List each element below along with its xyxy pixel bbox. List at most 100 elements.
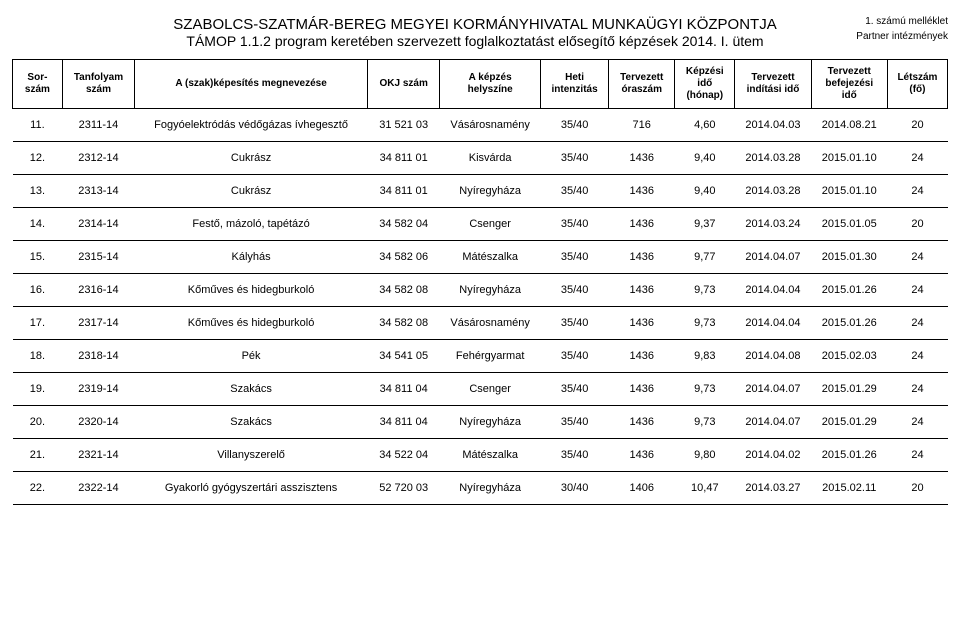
table-cell: 2014.03.28 (735, 175, 811, 208)
table-cell: 1436 (609, 175, 675, 208)
table-cell: Villanyszerelő (135, 439, 368, 472)
table-cell: 31 521 03 (368, 109, 440, 142)
table-cell: 9,73 (675, 373, 735, 406)
table-cell: 34 582 08 (368, 274, 440, 307)
table-cell: 21. (13, 439, 63, 472)
table-cell: 34 522 04 (368, 439, 440, 472)
table-cell: 2312-14 (62, 142, 134, 175)
table-cell: 4,60 (675, 109, 735, 142)
table-cell: Cukrász (135, 142, 368, 175)
table-cell: Csenger (440, 208, 541, 241)
table-cell: 35/40 (541, 307, 609, 340)
table-cell: 17. (13, 307, 63, 340)
table-cell: 20 (887, 109, 947, 142)
table-cell: 2014.08.21 (811, 109, 887, 142)
document-page: SZABOLCS-SZATMÁR-BEREG MEGYEI KORMÁNYHIV… (12, 16, 948, 505)
table-cell: Csenger (440, 373, 541, 406)
table-cell: 2321-14 (62, 439, 134, 472)
table-cell: 20 (887, 208, 947, 241)
table-cell: 24 (887, 373, 947, 406)
table-cell: 20. (13, 406, 63, 439)
table-cell: Fehérgyarmat (440, 340, 541, 373)
table-cell: Festő, mázoló, tapétázó (135, 208, 368, 241)
table-cell: 24 (887, 439, 947, 472)
table-cell: Nyíregyháza (440, 175, 541, 208)
table-cell: 12. (13, 142, 63, 175)
table-cell: 24 (887, 175, 947, 208)
table-cell: 1436 (609, 406, 675, 439)
table-cell: 22. (13, 472, 63, 505)
table-cell: 15. (13, 241, 63, 274)
table-row: 17.2317-14Kőműves és hidegburkoló34 582 … (13, 307, 948, 340)
sub-title: TÁMOP 1.1.2 program keretében szervezett… (122, 33, 828, 49)
table-cell: 14. (13, 208, 63, 241)
table-cell: 1406 (609, 472, 675, 505)
table-cell: 34 582 06 (368, 241, 440, 274)
column-header: A (szak)képesítés megnevezése (135, 60, 368, 109)
table-cell: 1436 (609, 340, 675, 373)
table-cell: 20 (887, 472, 947, 505)
column-header: Hetiintenzitás (541, 60, 609, 109)
column-header: A képzéshelyszíne (440, 60, 541, 109)
table-cell: Gyakorló gyógyszertári asszisztens (135, 472, 368, 505)
table-cell: 35/40 (541, 406, 609, 439)
table-cell: Kőműves és hidegburkoló (135, 274, 368, 307)
table-cell: 2318-14 (62, 340, 134, 373)
table-cell: Fogyóelektródás védőgázas ívhegesztő (135, 109, 368, 142)
table-cell: 16. (13, 274, 63, 307)
table-cell: 10,47 (675, 472, 735, 505)
table-cell: 24 (887, 406, 947, 439)
table-cell: 2313-14 (62, 175, 134, 208)
table-cell: 2015.01.26 (811, 439, 887, 472)
table-cell: 34 582 08 (368, 307, 440, 340)
table-cell: 35/40 (541, 208, 609, 241)
column-header: OKJ szám (368, 60, 440, 109)
column-header: Létszám(fő) (887, 60, 947, 109)
column-header: Tervezettindítási idő (735, 60, 811, 109)
main-title: SZABOLCS-SZATMÁR-BEREG MEGYEI KORMÁNYHIV… (122, 16, 828, 33)
table-cell: 2015.01.10 (811, 175, 887, 208)
table-row: 21.2321-14Villanyszerelő34 522 04Mátésza… (13, 439, 948, 472)
table-cell: Mátészalka (440, 439, 541, 472)
table-cell: 2015.01.29 (811, 373, 887, 406)
table-cell: 2014.04.03 (735, 109, 811, 142)
table-cell: 1436 (609, 208, 675, 241)
table-cell: 2014.03.27 (735, 472, 811, 505)
annex-label: 1. számú melléklet (828, 16, 948, 27)
table-cell: 716 (609, 109, 675, 142)
table-row: 18.2318-14Pék34 541 05Fehérgyarmat35/401… (13, 340, 948, 373)
column-header: Képzésiidő(hónap) (675, 60, 735, 109)
table-cell: 2015.01.05 (811, 208, 887, 241)
table-cell: 9,40 (675, 142, 735, 175)
table-cell: Vásárosnamény (440, 109, 541, 142)
table-cell: 2014.04.07 (735, 373, 811, 406)
table-cell: 2319-14 (62, 373, 134, 406)
table-cell: 9,73 (675, 274, 735, 307)
table-cell: 2015.02.11 (811, 472, 887, 505)
partner-label: Partner intézmények (828, 31, 948, 42)
table-cell: Vásárosnamény (440, 307, 541, 340)
table-cell: Cukrász (135, 175, 368, 208)
column-header: Tervezettbefejezésiidő (811, 60, 887, 109)
table-cell: 35/40 (541, 109, 609, 142)
table-cell: 2014.04.04 (735, 307, 811, 340)
column-header: Sor-szám (13, 60, 63, 109)
table-cell: 2015.01.29 (811, 406, 887, 439)
table-cell: 34 811 04 (368, 406, 440, 439)
table-cell: 35/40 (541, 340, 609, 373)
table-cell: Kőműves és hidegburkoló (135, 307, 368, 340)
table-cell: 2015.01.10 (811, 142, 887, 175)
table-cell: 24 (887, 340, 947, 373)
table-cell: 2014.04.04 (735, 274, 811, 307)
table-cell: 2015.01.26 (811, 307, 887, 340)
table-cell: 2316-14 (62, 274, 134, 307)
table-cell: 2315-14 (62, 241, 134, 274)
table-cell: 34 811 01 (368, 142, 440, 175)
table-cell: Nyíregyháza (440, 406, 541, 439)
table-body: 11.2311-14Fogyóelektródás védőgázas ívhe… (13, 109, 948, 505)
table-cell: 35/40 (541, 241, 609, 274)
table-cell: 9,37 (675, 208, 735, 241)
table-cell: 1436 (609, 439, 675, 472)
table-cell: 2014.04.07 (735, 406, 811, 439)
table-cell: 1436 (609, 373, 675, 406)
